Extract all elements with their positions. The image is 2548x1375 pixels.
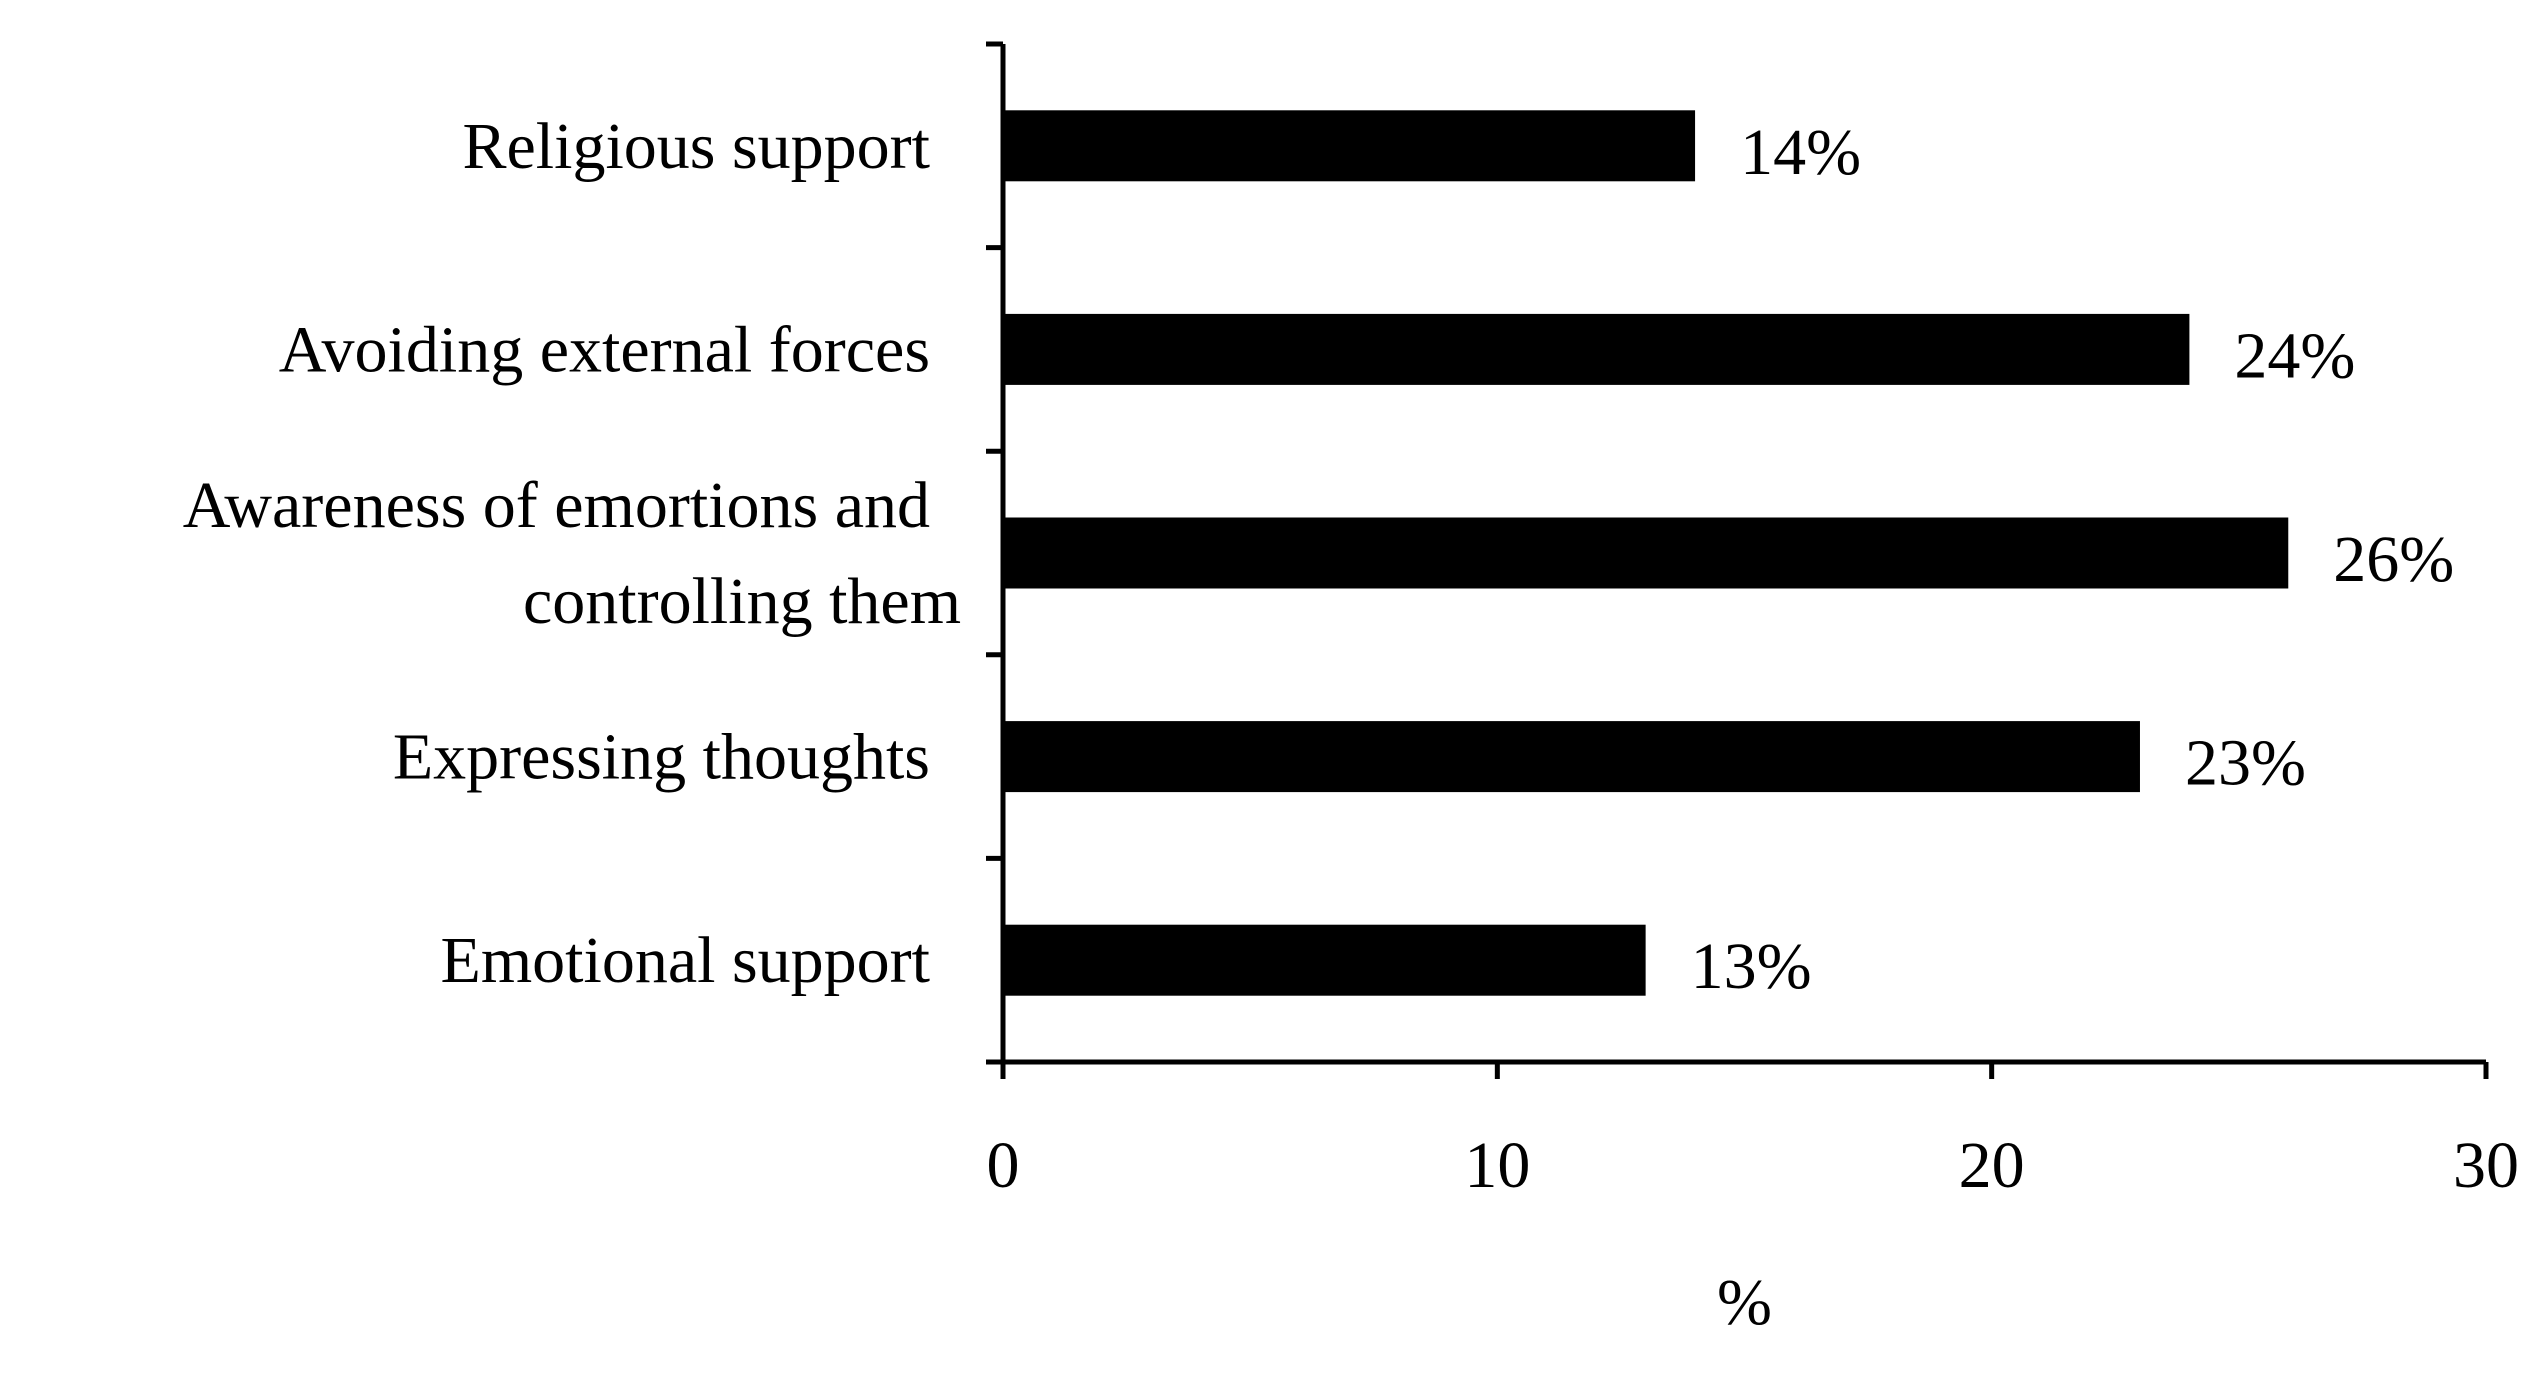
labels-layer: 14% Religious support 24% Avoiding external… (183, 110, 2455, 1003)
data-label: 24% (2234, 319, 2355, 392)
data-label: 14% (1740, 116, 1861, 189)
x-tick-label: 0 (987, 1129, 1020, 1202)
x-tick-label: 10 (1464, 1129, 1530, 1202)
category-label-line: Avoiding external forces (279, 313, 930, 386)
bar (1003, 924, 1646, 996)
category-label: Religious support (462, 110, 930, 183)
axes-layer: 0 10 20 30 (986, 41, 2519, 1202)
category-label-line: Expressing thoughts (393, 721, 930, 794)
category-label: Expressing thoughts (393, 721, 930, 794)
data-label: 23% (2185, 727, 2306, 800)
category-label-line: Awareness of emortions and (183, 469, 930, 542)
bars-layer (1003, 110, 2289, 996)
category-label-line: controlling them (523, 565, 961, 638)
bar (1003, 721, 2140, 793)
x-tick-label: 20 (1959, 1129, 2025, 1202)
category-label: Emotional support (441, 924, 930, 997)
category-label: Awareness of emortions and controlling th… (183, 469, 961, 638)
category-label: Avoiding external forces (279, 313, 930, 386)
data-label: 13% (1691, 930, 1812, 1003)
bar (1003, 517, 2289, 589)
x-tick-label: 30 (2453, 1129, 2519, 1202)
bar (1003, 313, 2190, 385)
bar (1003, 110, 1696, 182)
x-axis-title: % (1717, 1266, 1772, 1339)
category-label-line: Religious support (462, 110, 930, 183)
data-label: 26% (2333, 523, 2454, 596)
category-label-line: Emotional support (441, 924, 930, 997)
